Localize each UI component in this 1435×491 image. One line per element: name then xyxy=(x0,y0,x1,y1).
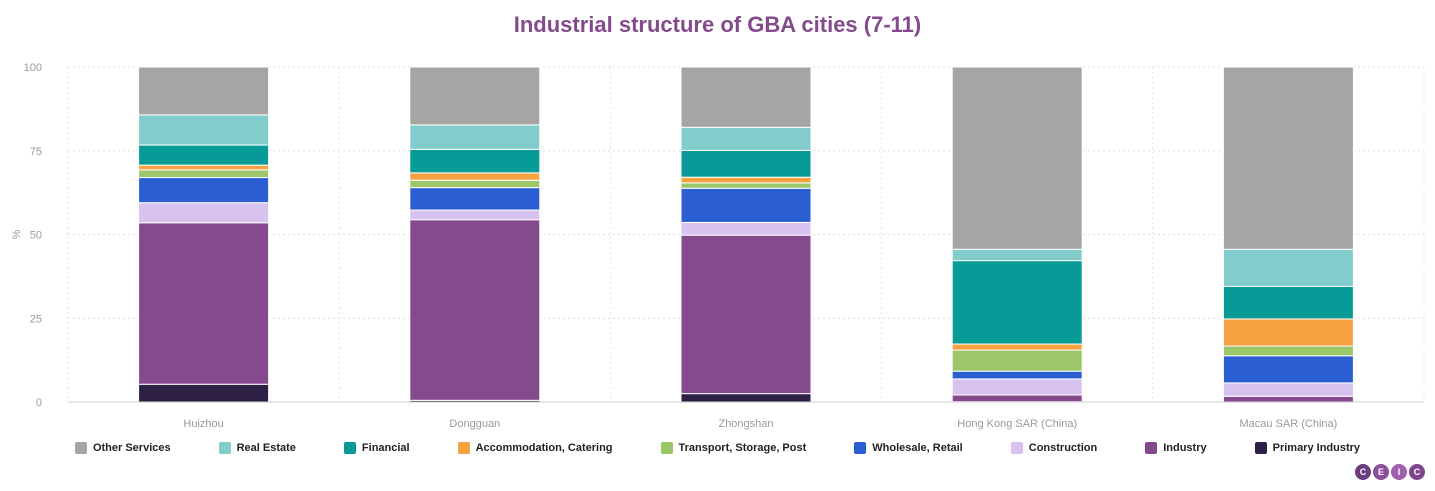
bar-segment xyxy=(1222,355,1354,384)
bar-segment xyxy=(680,149,812,178)
bar-segment xyxy=(1222,345,1354,357)
bar-segment xyxy=(680,187,812,223)
y-tick-label: 25 xyxy=(30,313,42,325)
bar-segment xyxy=(680,182,812,189)
legend-swatch xyxy=(218,442,231,454)
bar-segment xyxy=(138,177,270,204)
bar-segment xyxy=(1222,66,1354,250)
legend-swatch xyxy=(854,442,867,454)
legend-label: Transport, Storage, Post xyxy=(678,442,807,454)
x-tick-label: Dongguan xyxy=(449,418,500,430)
legend-item[interactable]: Accommodation, Catering xyxy=(457,438,613,458)
bar-segment xyxy=(680,221,812,236)
legend-item[interactable]: Financial xyxy=(343,438,410,458)
logo-letter: E xyxy=(1373,464,1389,480)
bar-segment xyxy=(951,394,1083,403)
bar-segment xyxy=(680,393,812,403)
legend-label: Financial xyxy=(361,442,410,454)
bar-segment xyxy=(138,144,270,166)
bar-segment xyxy=(680,234,812,395)
bar-segment xyxy=(1222,395,1354,403)
y-tick-label: 0 xyxy=(36,397,42,409)
bar-segment xyxy=(951,248,1083,262)
bar-segment xyxy=(409,179,541,189)
bar-segment xyxy=(409,66,541,126)
bar-segment xyxy=(1222,318,1354,347)
legend-label: Primary Industry xyxy=(1272,442,1361,454)
legend-label: Other Services xyxy=(92,442,171,454)
legend-swatch xyxy=(457,442,470,454)
x-tick-label: Huizhou xyxy=(183,418,223,430)
bar-segment xyxy=(951,349,1083,372)
bar-segment xyxy=(951,343,1083,351)
legend-label: Construction xyxy=(1028,442,1098,454)
bar-segment xyxy=(138,114,270,146)
legend-label: Industry xyxy=(1163,442,1207,454)
legend-item[interactable]: Real Estate xyxy=(218,438,296,458)
bar-segment xyxy=(138,169,270,179)
y-tick-label: 75 xyxy=(30,146,42,158)
y-tick-label: 50 xyxy=(30,230,42,242)
legend-label: Real Estate xyxy=(236,442,296,454)
bar-segment xyxy=(680,126,812,151)
bar-segment xyxy=(1222,248,1354,287)
legend-swatch xyxy=(1010,442,1023,454)
legend-label: Wholesale, Retail xyxy=(872,442,963,454)
bar-segment xyxy=(680,66,812,128)
bar-segment xyxy=(951,260,1083,345)
bar-segment xyxy=(951,378,1083,396)
logo-letter: C xyxy=(1355,464,1371,480)
chart-legend: Other Services Real Estate Financial Accomm… xyxy=(0,438,1435,458)
bar-segment xyxy=(1222,382,1354,397)
legend-swatch xyxy=(1145,442,1158,454)
bar-segment xyxy=(951,370,1083,380)
legend-swatch xyxy=(1254,442,1267,454)
bar-segment xyxy=(409,172,541,181)
legend-swatch xyxy=(74,442,87,454)
legend-item[interactable]: Transport, Storage, Post xyxy=(660,438,807,458)
bar-segment xyxy=(138,164,270,171)
legend-item[interactable]: Other Services xyxy=(74,438,171,458)
bar-segment xyxy=(1222,285,1354,320)
x-tick-label: Hong Kong SAR (China) xyxy=(957,418,1077,430)
y-axis-label: % xyxy=(11,229,23,239)
bar-segment xyxy=(409,219,541,401)
legend-item[interactable]: Industry xyxy=(1145,438,1207,458)
logo-letter: I xyxy=(1391,464,1407,480)
logo-letter: C xyxy=(1409,464,1425,480)
bar-segment xyxy=(409,148,541,174)
legend-swatch xyxy=(660,442,673,454)
legend-label: Accommodation, Catering xyxy=(475,442,613,454)
bar-segment xyxy=(138,66,270,116)
bar-segment xyxy=(951,66,1083,250)
bar-segment xyxy=(138,202,270,224)
legend-item[interactable]: Primary Industry xyxy=(1254,438,1361,458)
chart-title: Industrial structure of GBA cities (7-11… xyxy=(513,12,922,37)
x-tick-label: Macau SAR (China) xyxy=(1239,418,1337,430)
legend-item[interactable]: Wholesale, Retail xyxy=(854,438,963,458)
bar-segment xyxy=(409,124,541,150)
y-tick-label: 100 xyxy=(24,62,42,74)
x-tick-label: Zhongshan xyxy=(718,418,773,430)
bar-segment xyxy=(680,176,812,184)
bar-segment xyxy=(138,222,270,385)
legend-item[interactable]: Construction xyxy=(1010,438,1098,458)
bar-segment xyxy=(138,383,270,403)
bar-segment xyxy=(409,209,541,221)
bar-segment xyxy=(409,187,541,211)
legend-swatch xyxy=(343,442,356,454)
